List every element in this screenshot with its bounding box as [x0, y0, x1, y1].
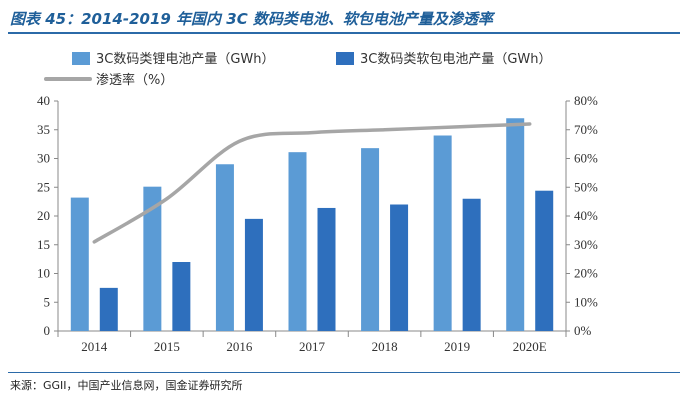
bar-lithium — [143, 186, 162, 331]
bar-lithium — [506, 118, 525, 331]
plot-area: 0 5 10 15 20 25 30 35 40 0% 10% 20% 30% 40% 50% 60% 70% 8… — [37, 93, 598, 354]
y-left-tick-label: 0 — [44, 323, 51, 338]
legend-label-pouch: 3C数码类软包电池产量（GWh） — [360, 52, 552, 67]
y-right-tick-label: 80% — [574, 93, 598, 108]
bar-pouch — [172, 262, 191, 331]
y-right-tick-label: 0% — [574, 323, 592, 338]
x-tick-label: 2020E — [513, 339, 547, 354]
y-left-tick-label: 40 — [37, 93, 50, 108]
y-left-tick-label: 15 — [37, 237, 50, 252]
bar-lithium — [215, 164, 234, 331]
bar-lithium — [361, 148, 380, 331]
bar-pouch — [99, 287, 118, 331]
source-note: 来源：GGII，中国产业信息网，国金证券研究所 — [10, 379, 243, 392]
x-tick-label: 2016 — [226, 339, 253, 354]
y-right-tick-label: 60% — [574, 151, 598, 166]
x-tick-label: 2019 — [444, 339, 470, 354]
y-right-tick-label: 50% — [574, 179, 598, 194]
legend-swatch-pouch — [336, 52, 354, 65]
x-tick-label: 2015 — [154, 339, 180, 354]
bar-lithium — [433, 135, 452, 331]
legend-swatch-lithium — [72, 52, 90, 65]
legend-label-rate: 渗透率（%） — [96, 72, 173, 88]
legend: 3C数码类锂电池产量（GWh） 3C数码类软包电池产量（GWh） 渗透率（%） — [44, 52, 552, 88]
y-left-tick-label: 25 — [37, 179, 50, 194]
bar-pouch — [462, 198, 481, 331]
title-rule — [8, 32, 680, 34]
y-left-tick-label: 20 — [37, 208, 50, 223]
chart-title: 图表 45：2014-2019 年国内 3C 数码类电池、软包电池产量及渗透率 — [10, 10, 493, 28]
y-right-tick-label: 70% — [574, 122, 598, 137]
legend-label-lithium: 3C数码类锂电池产量（GWh） — [96, 52, 275, 67]
bar-pouch — [244, 218, 263, 331]
y-left-tick-label: 30 — [37, 151, 50, 166]
penetration-rate-line — [92, 122, 532, 244]
bar-lithium — [288, 152, 307, 331]
x-tick-label: 2018 — [372, 339, 398, 354]
bar-lithium — [70, 197, 89, 331]
y-left-tick-label: 35 — [37, 122, 50, 137]
y-right-tick-label: 40% — [574, 208, 598, 223]
y-left-tick-label: 5 — [44, 294, 51, 309]
y-left-tick-label: 10 — [37, 266, 50, 281]
y-right-tick-label: 30% — [574, 237, 598, 252]
source-rule — [8, 372, 680, 373]
x-tick-label: 2017 — [299, 339, 326, 354]
y-right-tick-label: 20% — [574, 266, 598, 281]
x-tick-label: 2014 — [81, 339, 108, 354]
bar-pouch — [535, 190, 554, 331]
bar-pouch — [390, 204, 409, 331]
y-right-tick-label: 10% — [574, 294, 598, 309]
bar-pouch — [317, 207, 336, 331]
